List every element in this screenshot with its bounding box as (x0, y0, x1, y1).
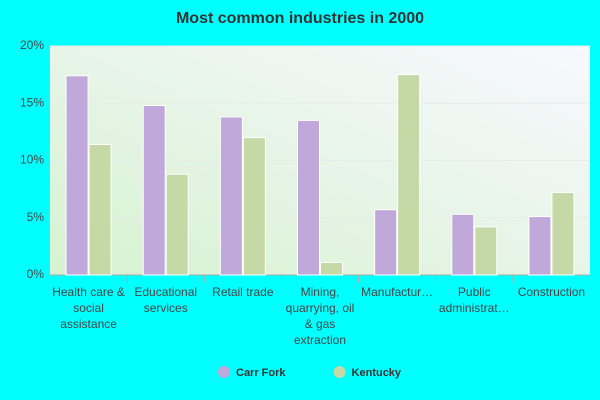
y-tick-label: 15% (20, 95, 44, 109)
bar (551, 192, 575, 276)
bar (474, 226, 498, 276)
bar (528, 216, 552, 276)
y-tick-label: 20% (20, 38, 44, 52)
x-tick-label: Mining, quarrying, oil & gas extraction (285, 285, 355, 347)
bar (242, 137, 266, 276)
y-tick-label: 0% (27, 267, 45, 281)
bar (297, 119, 320, 276)
x-tick-label: Health care & social assistance (52, 285, 125, 331)
bar (397, 74, 421, 276)
y-tick-label: 10% (20, 153, 44, 167)
legend-swatch (218, 366, 230, 378)
bar (88, 143, 112, 276)
bar (451, 213, 475, 276)
bar (374, 209, 398, 276)
bar (165, 173, 189, 276)
bar (142, 105, 166, 276)
x-tick-label: Educational services (134, 285, 198, 315)
x-tick-label: Public administrat… (438, 285, 510, 315)
x-tick-label: Manufactur… (361, 285, 434, 299)
y-tick-label: 5% (27, 210, 45, 224)
bar (320, 261, 343, 276)
bar (65, 75, 89, 276)
chart-title: Most common industries in 2000 (176, 10, 424, 27)
legend-label: Carr Fork (236, 367, 286, 379)
bar (219, 116, 243, 276)
legend-label: Kentucky (352, 367, 402, 379)
x-tick-label: Construction (517, 285, 586, 299)
x-tick-label: Retail trade (212, 285, 274, 299)
legend-swatch (333, 366, 346, 378)
